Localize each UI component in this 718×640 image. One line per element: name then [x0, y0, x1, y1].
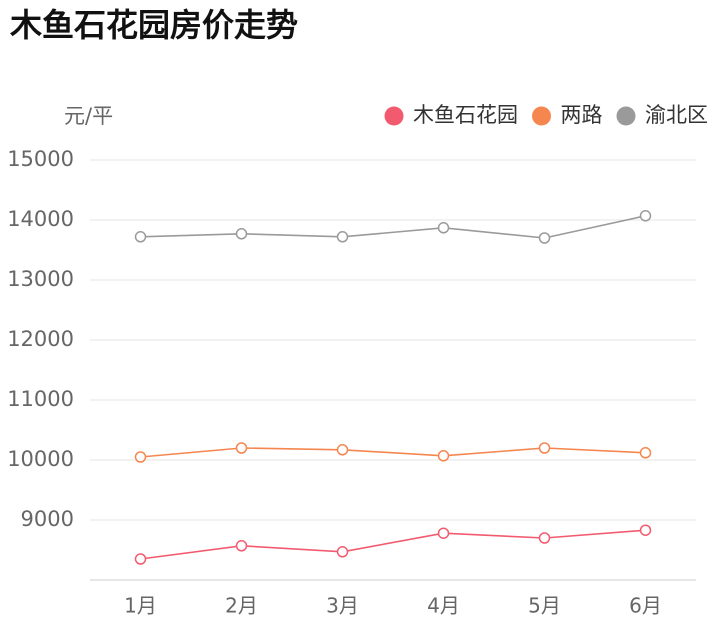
legend-marker: [384, 106, 404, 126]
legend-marker: [616, 106, 636, 126]
series-line: [140, 447, 646, 458]
x-tick-label: 1月: [124, 594, 157, 618]
data-point: [639, 210, 652, 222]
data-point: [437, 450, 450, 462]
y-tick-label: 15000: [7, 147, 74, 171]
x-tick-label: 2月: [225, 594, 258, 618]
y-tick-label: 14000: [7, 207, 74, 231]
legend-label[interactable]: 渝北区: [645, 103, 708, 127]
y-tick-label: 11000: [7, 387, 74, 411]
data-point: [336, 546, 349, 558]
data-point: [437, 222, 450, 234]
data-point: [134, 553, 147, 565]
data-point: [235, 442, 248, 454]
data-point: [134, 231, 147, 243]
series-line: [140, 529, 646, 560]
series-line: [140, 215, 646, 239]
legend-label[interactable]: 两路: [561, 103, 603, 127]
data-point: [336, 444, 349, 456]
x-tick-label: 5月: [528, 594, 561, 618]
y-tick-label: 12000: [7, 327, 74, 351]
data-point: [336, 231, 349, 243]
data-point: [538, 232, 551, 244]
data-point: [134, 451, 147, 463]
x-tick-label: 6月: [629, 594, 662, 618]
data-point: [235, 228, 248, 240]
y-tick-label: 13000: [7, 267, 74, 291]
data-point: [639, 524, 652, 536]
y-tick-label: 9000: [21, 507, 74, 531]
y-tick-label: 10000: [7, 447, 74, 471]
y-axis-label: 元/平: [64, 104, 113, 128]
chart-title: 木鱼石花园房价走势: [9, 6, 298, 44]
data-point: [538, 442, 551, 454]
data-point: [639, 447, 652, 459]
legend-label[interactable]: 木鱼石花园: [413, 103, 518, 127]
data-point: [538, 532, 551, 544]
data-point: [235, 540, 248, 552]
x-tick-label: 3月: [326, 594, 359, 618]
x-tick-label: 4月: [427, 594, 460, 618]
legend-marker: [532, 106, 551, 126]
data-point: [437, 527, 450, 539]
